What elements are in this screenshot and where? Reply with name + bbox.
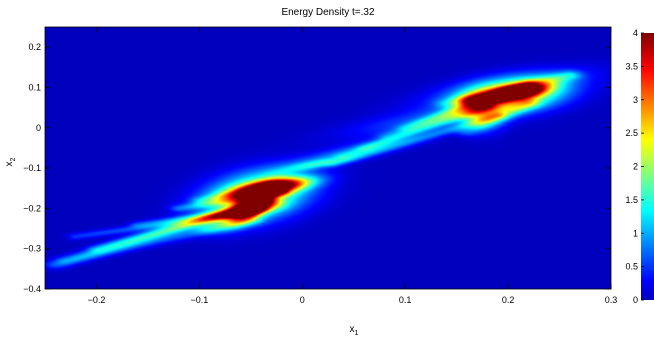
colorbar-tick-label: 1.5 (625, 195, 638, 205)
y-tick-label: 0 (36, 123, 41, 133)
x-axis-ticks: −0.2 −0.1 0 0.1 0.2 0.3 (88, 27, 618, 305)
x-tick-label: 0.1 (399, 295, 412, 305)
y-axis-label-subscript: 2 (10, 157, 17, 161)
colorbar-gradient (641, 33, 654, 300)
colorbar-tick-label: 2 (633, 162, 638, 172)
y-tick-label: 0.2 (28, 42, 41, 52)
colorbar: 4 3.5 3 2.5 2 1.5 1 0.5 0 (625, 28, 654, 305)
colorbar-tick-label: 0.5 (625, 262, 638, 272)
x-tick-label: 0 (300, 295, 305, 305)
y-tick-label: −0.3 (23, 244, 41, 254)
chart-title: Energy Density t=.32 (281, 7, 375, 18)
y-axis-label-base: x (4, 161, 15, 166)
y-tick-label: −0.1 (23, 163, 41, 173)
y-axis-ticks: 0.2 0.1 0 −0.1 −0.2 −0.3 −0.4 (23, 42, 611, 294)
y-tick-label: 0.1 (28, 82, 41, 92)
x-tick-label: 0.2 (502, 295, 515, 305)
x-tick-label: 0.3 (605, 295, 618, 305)
colorbar-tick-label: 3 (633, 95, 638, 105)
y-tick-label: −0.4 (23, 284, 41, 294)
y-axis-label: x2 (4, 157, 17, 166)
plot-area (44, 26, 612, 290)
colorbar-tick-label: 0 (633, 295, 638, 305)
colorbar-tick-label: 3.5 (625, 61, 638, 71)
colorbar-frame (639, 31, 654, 302)
x-axis-label-base: x (350, 324, 355, 335)
y-tick-label: −0.2 (23, 203, 41, 213)
colorbar-ticks: 4 3.5 3 2.5 2 1.5 1 0.5 0 (625, 28, 644, 305)
heatmap-image (45, 27, 611, 289)
colorbar-tick-label: 2.5 (625, 128, 638, 138)
colorbar-tick-label: 4 (633, 28, 638, 38)
plot-frame (44, 26, 612, 290)
x-axis-label: x1 (350, 324, 359, 337)
x-tick-label: −0.2 (88, 295, 106, 305)
x-axis-label-subscript: 1 (355, 330, 359, 337)
colorbar-tick-label: 1 (633, 228, 638, 238)
x-tick-label: −0.1 (190, 295, 208, 305)
